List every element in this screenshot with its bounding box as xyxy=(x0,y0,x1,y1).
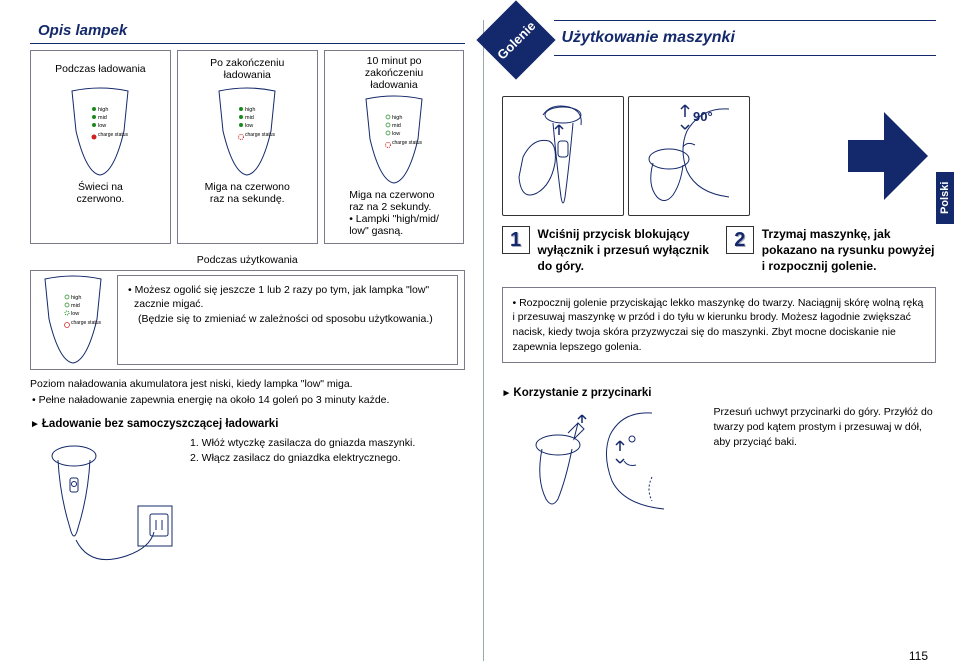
svg-text:high: high xyxy=(71,295,81,301)
right-column: Golenie Użytkowanie maszynki 90° xyxy=(502,20,937,661)
lamp-foot: Miga na czerwono raz na 2 sekundy. • Lam… xyxy=(349,189,439,237)
svg-text:charge status: charge status xyxy=(98,132,129,138)
lamp-cell-10min: 10 minut po zakończeniu ładowania high m… xyxy=(324,50,465,244)
svg-text:mid: mid xyxy=(71,303,80,309)
svg-text:90°: 90° xyxy=(693,109,713,124)
lamp-head: 10 minut po zakończeniu ładowania xyxy=(365,55,423,91)
step-text: Wciśnij przycisk blokujący wyłącznik i p… xyxy=(538,226,712,275)
lamp-grid: Podczas ładowania high mid low charge st… xyxy=(30,50,465,244)
usage-title: Podczas użytkowania xyxy=(30,254,465,266)
trimmer-subheading: Korzystanie z przycinarki xyxy=(502,387,937,399)
lamp-head: Po zakończeniu ładowania xyxy=(210,55,284,83)
list-item: • Pełne naładowanie zapewnia energię na … xyxy=(38,393,465,407)
charging-steps: 1. Włóż wtyczkę zasilacza do gniazda mas… xyxy=(190,436,465,576)
svg-text:mid: mid xyxy=(245,115,254,121)
charging-row: 1. Włóż wtyczkę zasilacza do gniazda mas… xyxy=(30,436,465,576)
steps-row: 1 Wciśnij przycisk blokujący wyłącznik i… xyxy=(502,226,937,275)
charging-subheading: Ładowanie bez samoczyszczącej ładowarki xyxy=(30,418,465,430)
svg-text:high: high xyxy=(245,107,255,113)
svg-text:high: high xyxy=(98,107,108,113)
usage-illustration: 90° xyxy=(502,96,937,216)
trimmer-illustration-icon xyxy=(502,405,702,515)
left-section-title: Opis lampek xyxy=(30,20,465,44)
svg-text:charge status: charge status xyxy=(245,132,276,138)
lamp-foot: Miga na czerwono raz na sekundę. xyxy=(205,181,290,205)
paragraph: Poziom naładowania akumulatora jest nisk… xyxy=(30,377,465,391)
svg-text:low: low xyxy=(245,123,253,129)
column-divider xyxy=(483,20,484,661)
face-shave-icon: 90° xyxy=(629,97,750,216)
shaver-indicator-icon: high mid low charge status xyxy=(64,87,136,177)
svg-text:mid: mid xyxy=(392,123,401,129)
svg-text:mid: mid xyxy=(98,115,107,121)
left-column: Opis lampek Podczas ładowania high mid l… xyxy=(30,20,465,661)
shaver-indicator-icon: high mid low charge status xyxy=(358,95,430,185)
paragraph: • Rozpocznij golenie przyciskając lekko … xyxy=(513,297,924,353)
step-1: 1 Wciśnij przycisk blokujący wyłącznik i… xyxy=(502,226,712,275)
page: Opis lampek Podczas ładowania high mid l… xyxy=(0,0,954,671)
list-item: 2. Włącz zasilacz do gniazdka elektryczn… xyxy=(190,451,465,465)
list-item: (Będzie się to zmieniać w zależności od … xyxy=(144,312,449,326)
right-header: Golenie Użytkowanie maszynki xyxy=(502,20,937,76)
lamp-cell-charging: Podczas ładowania high mid low charge st… xyxy=(30,50,171,244)
step-number: 2 xyxy=(726,226,754,254)
usage-panel-2: 90° xyxy=(628,96,750,216)
shaver-indicator-icon: high mid low charge status xyxy=(211,87,283,177)
shaver-indicator-icon: high mid low charge status xyxy=(37,275,109,365)
svg-text:high: high xyxy=(392,115,402,121)
step-2: 2 Trzymaj maszynkę, jak pokazano na rysu… xyxy=(726,226,936,275)
trimmer-row: Przesuń uchwyt przycinarki do góry. Przy… xyxy=(502,405,937,515)
usage-box: high mid low charge status • Możesz ogol… xyxy=(30,270,465,370)
svg-text:low: low xyxy=(71,311,79,317)
hand-shaver-icon xyxy=(503,97,624,216)
language-tab: Polski xyxy=(936,172,954,224)
arrow-right-icon xyxy=(884,112,928,200)
tips-box: • Rozpocznij golenie przyciskając lekko … xyxy=(502,287,937,364)
lamp-cell-finished: Po zakończeniu ładowania high mid low ch… xyxy=(177,50,318,244)
usage-note: • Możesz ogolić się jeszcze 1 lub 2 razy… xyxy=(117,275,458,365)
list-item: • Możesz ogolić się jeszcze 1 lub 2 razy… xyxy=(134,283,449,311)
page-number: 115 xyxy=(909,649,928,663)
lamp-head: Podczas ładowania xyxy=(55,55,145,83)
svg-text:low: low xyxy=(392,131,400,137)
section-badge: Golenie xyxy=(476,0,555,79)
trimmer-text: Przesuń uchwyt przycinarki do góry. Przy… xyxy=(714,405,937,515)
list-item: 1. Włóż wtyczkę zasilacza do gniazda mas… xyxy=(190,436,465,450)
svg-text:low: low xyxy=(98,123,106,129)
step-text: Trzymaj maszynkę, jak pokazano na rysunk… xyxy=(762,226,936,275)
lamp-foot: Świeci na czerwono. xyxy=(76,181,124,205)
usage-panel-1 xyxy=(502,96,624,216)
svg-text:charge status: charge status xyxy=(71,320,102,326)
charger-illustration-icon xyxy=(30,436,180,576)
step-number: 1 xyxy=(502,226,530,254)
svg-text:charge status: charge status xyxy=(392,140,423,146)
arrow-stem xyxy=(848,140,888,172)
right-section-title: Użytkowanie maszynki xyxy=(554,20,937,56)
